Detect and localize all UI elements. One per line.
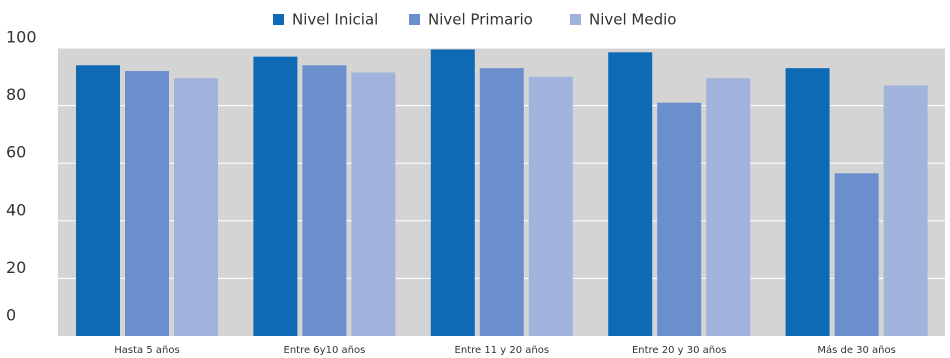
bar-1-1 [302, 65, 347, 336]
y-tick-label: 0 [6, 306, 16, 325]
x-category-label: Hasta 5 años [114, 345, 179, 356]
legend-label-1: Nivel Primario [428, 11, 533, 29]
bar-2-1 [479, 68, 524, 336]
legend-swatch-1 [409, 14, 420, 25]
x-category-label: Más de 30 años [817, 344, 896, 356]
x-category-label: Entre 6y10 años [284, 345, 366, 356]
bar-1-2 [351, 72, 396, 336]
x-axis-labels: Hasta 5 años Entre 6y10 años Entre 11 y 20… [114, 344, 896, 356]
y-axis-ticks: 0 20 40 60 80 100 [6, 28, 37, 325]
x-category-label: Entre 11 y 20 años [455, 345, 550, 356]
bar-3-2 [706, 78, 751, 337]
y-tick-label: 100 [6, 28, 37, 47]
bar-4-0 [785, 68, 830, 336]
bar-0-2 [174, 78, 218, 337]
legend-label-0: Nivel Inicial [292, 11, 378, 29]
legend: Nivel Inicial Nivel Primario Nivel Medio [273, 11, 676, 29]
y-tick-label: 80 [6, 85, 26, 104]
bar-0-1 [125, 71, 169, 336]
bar-3-1 [657, 102, 702, 336]
bar-4-1 [834, 173, 879, 336]
x-category-label: Entre 20 y 30 años [632, 345, 727, 356]
bar-4-2 [883, 85, 928, 336]
bar-3-0 [608, 52, 653, 336]
y-tick-label: 40 [6, 200, 26, 219]
bar-2-2 [528, 76, 573, 337]
bar-0-0 [76, 65, 120, 336]
y-tick-label: 20 [6, 258, 26, 277]
y-tick-label: 60 [6, 143, 26, 162]
legend-swatch-0 [273, 14, 284, 25]
bar-2-0 [430, 49, 475, 336]
bar-1-0 [253, 56, 298, 336]
legend-label-2: Nivel Medio [589, 11, 676, 29]
legend-swatch-2 [570, 14, 581, 25]
bars [76, 49, 928, 337]
